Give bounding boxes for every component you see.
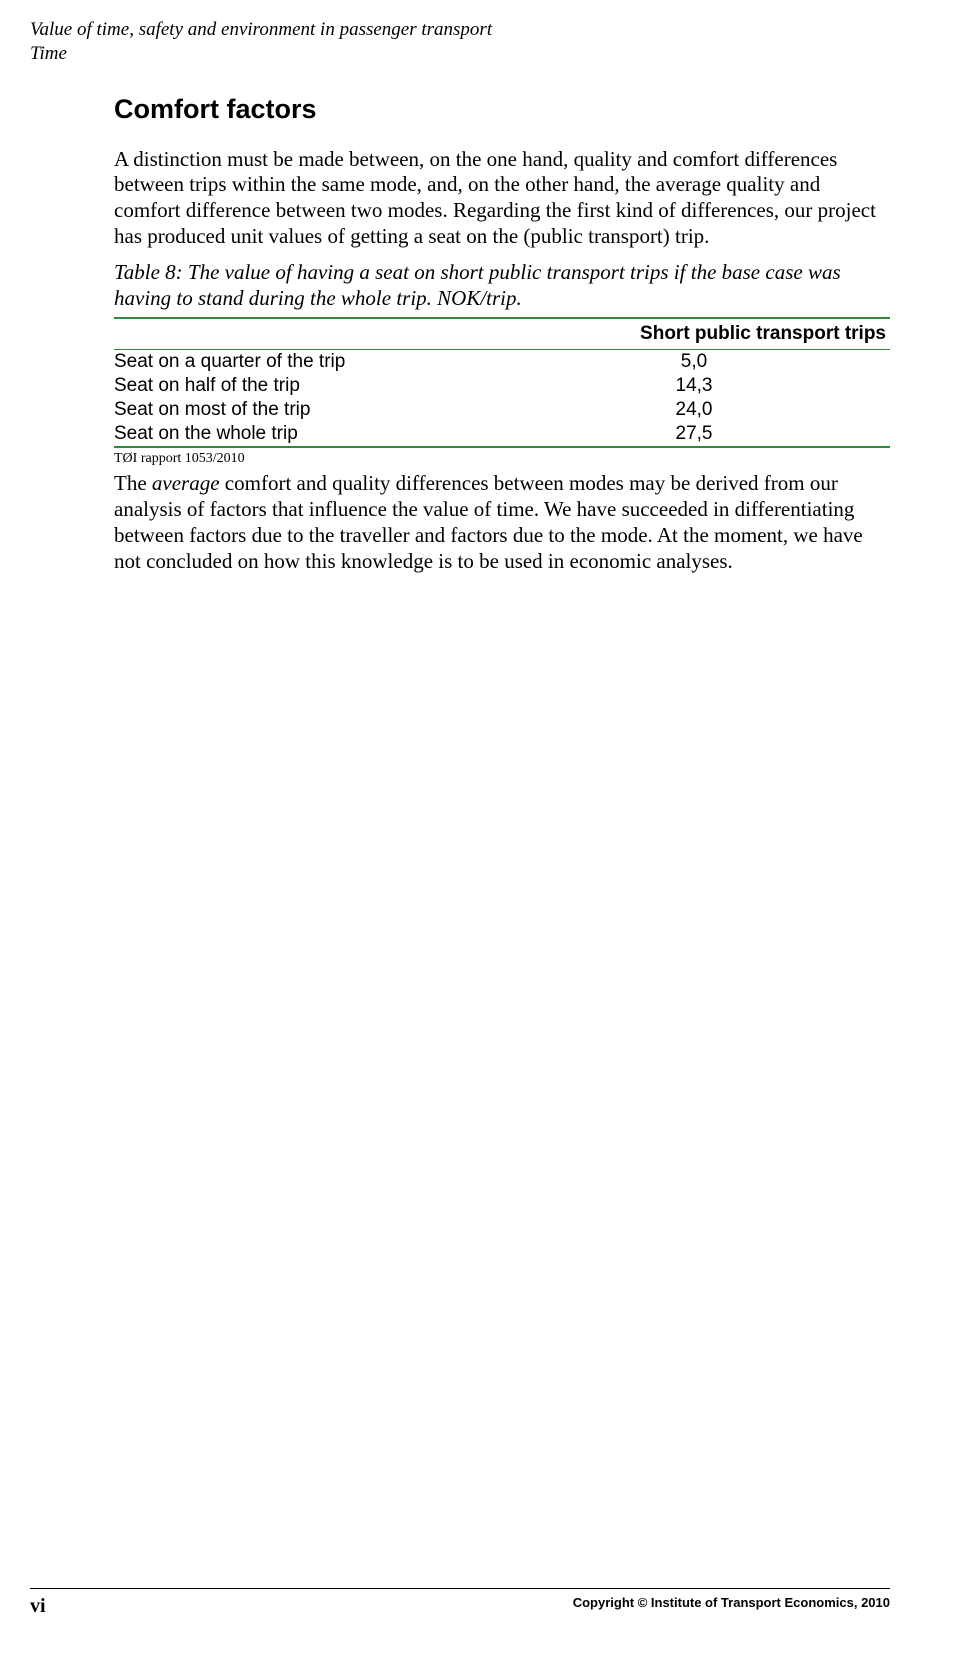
table-cell-value: 27,5 xyxy=(502,422,890,447)
para2-post: comfort and quality differences between … xyxy=(114,471,863,572)
table-header-blank xyxy=(114,318,502,350)
running-header-line1: Value of time, safety and environment in… xyxy=(30,18,890,42)
table-cell-label: Seat on most of the trip xyxy=(114,398,502,422)
section-heading: Comfort factors xyxy=(114,94,890,125)
para2-em: average xyxy=(152,471,220,495)
table-row: Seat on most of the trip24,0 xyxy=(114,398,890,422)
table-cell-label: Seat on a quarter of the trip xyxy=(114,350,502,375)
table-cell-value: 5,0 xyxy=(502,350,890,375)
table-cell-label: Seat on half of the trip xyxy=(114,374,502,398)
table-header-row: Short public transport trips xyxy=(114,318,890,350)
page: Value of time, safety and environment in… xyxy=(0,0,960,1654)
page-footer: vi Copyright © Institute of Transport Ec… xyxy=(30,1588,890,1618)
content-block: Comfort factors A distinction must be ma… xyxy=(30,94,890,575)
table-source: TØI rapport 1053/2010 xyxy=(114,451,890,467)
table-cell-value: 14,3 xyxy=(502,374,890,398)
table-row: Seat on the whole trip27,5 xyxy=(114,422,890,447)
page-number: vi xyxy=(30,1595,46,1618)
table-header-col1: Short public transport trips xyxy=(502,318,890,350)
paragraph-2: The average comfort and quality differen… xyxy=(114,471,890,574)
paragraph-1: A distinction must be made between, on t… xyxy=(114,147,890,250)
table-cell-value: 24,0 xyxy=(502,398,890,422)
running-header: Value of time, safety and environment in… xyxy=(30,18,890,66)
seat-value-table: Short public transport trips Seat on a q… xyxy=(114,317,890,448)
table-row: Seat on a quarter of the trip5,0 xyxy=(114,350,890,375)
table-body: Seat on a quarter of the trip5,0Seat on … xyxy=(114,350,890,448)
copyright-text: Copyright © Institute of Transport Econo… xyxy=(573,1595,890,1610)
table-row: Seat on half of the trip14,3 xyxy=(114,374,890,398)
table-cell-label: Seat on the whole trip xyxy=(114,422,502,447)
running-header-line2: Time xyxy=(30,42,890,66)
table-caption: Table 8: The value of having a seat on s… xyxy=(114,260,890,312)
para2-pre: The xyxy=(114,471,152,495)
